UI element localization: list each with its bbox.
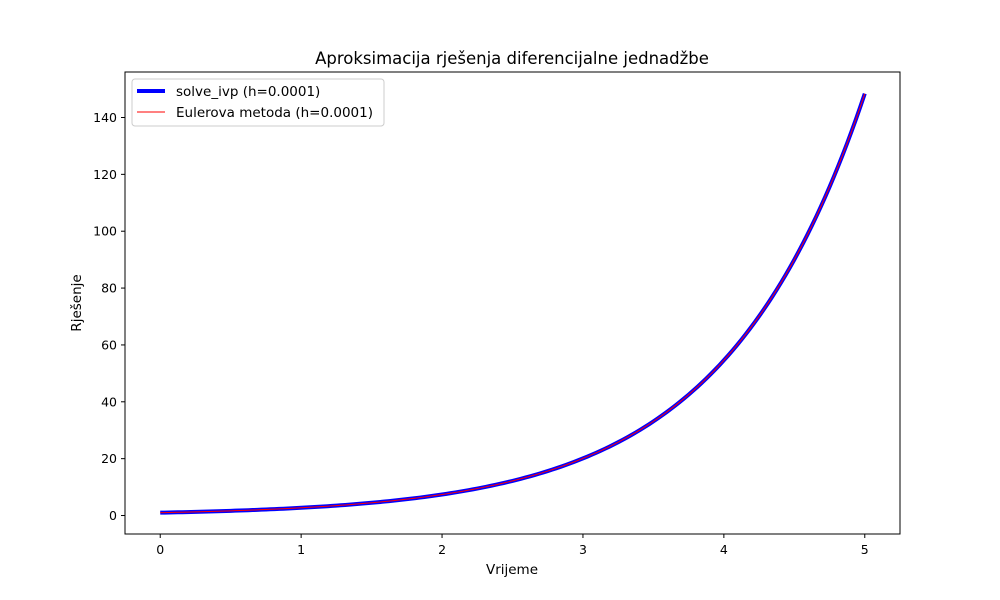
y-axis: 0 20 40 60 80 100 120 140 bbox=[93, 110, 125, 523]
legend-label-solve-ivp: solve_ivp (h=0.0001) bbox=[176, 84, 320, 100]
x-tick-label: 1 bbox=[297, 542, 305, 557]
chart-title: Aproksimacija rješenja diferencijalne je… bbox=[315, 49, 709, 68]
y-axis-title: Rješenje bbox=[69, 274, 85, 331]
y-tick-label: 40 bbox=[101, 394, 117, 409]
legend-label-euler: Eulerova metoda (h=0.0001) bbox=[176, 105, 373, 121]
x-axis: 0 1 2 3 4 5 bbox=[156, 534, 869, 557]
x-tick-label: 4 bbox=[720, 542, 728, 557]
plot-frame bbox=[124, 71, 901, 535]
y-tick-label: 0 bbox=[109, 508, 117, 523]
y-tick-label: 100 bbox=[93, 224, 117, 239]
x-tick-label: 0 bbox=[156, 542, 164, 557]
x-tick-label: 5 bbox=[861, 542, 869, 557]
y-tick-label: 80 bbox=[101, 281, 117, 296]
x-tick-label: 3 bbox=[579, 542, 587, 557]
y-tick-label: 140 bbox=[93, 110, 117, 125]
y-tick-label: 20 bbox=[101, 451, 117, 466]
x-tick-label: 2 bbox=[438, 542, 446, 557]
y-tick-label: 120 bbox=[93, 167, 117, 182]
y-tick-label: 60 bbox=[101, 337, 117, 352]
series-line-euler bbox=[160, 93, 866, 514]
plot-lines bbox=[160, 92, 867, 515]
x-axis-title: Vrijeme bbox=[486, 562, 538, 578]
legend-box bbox=[131, 78, 385, 127]
legend: solve_ivp (h=0.0001) Eulerova metoda (h=… bbox=[131, 78, 385, 127]
